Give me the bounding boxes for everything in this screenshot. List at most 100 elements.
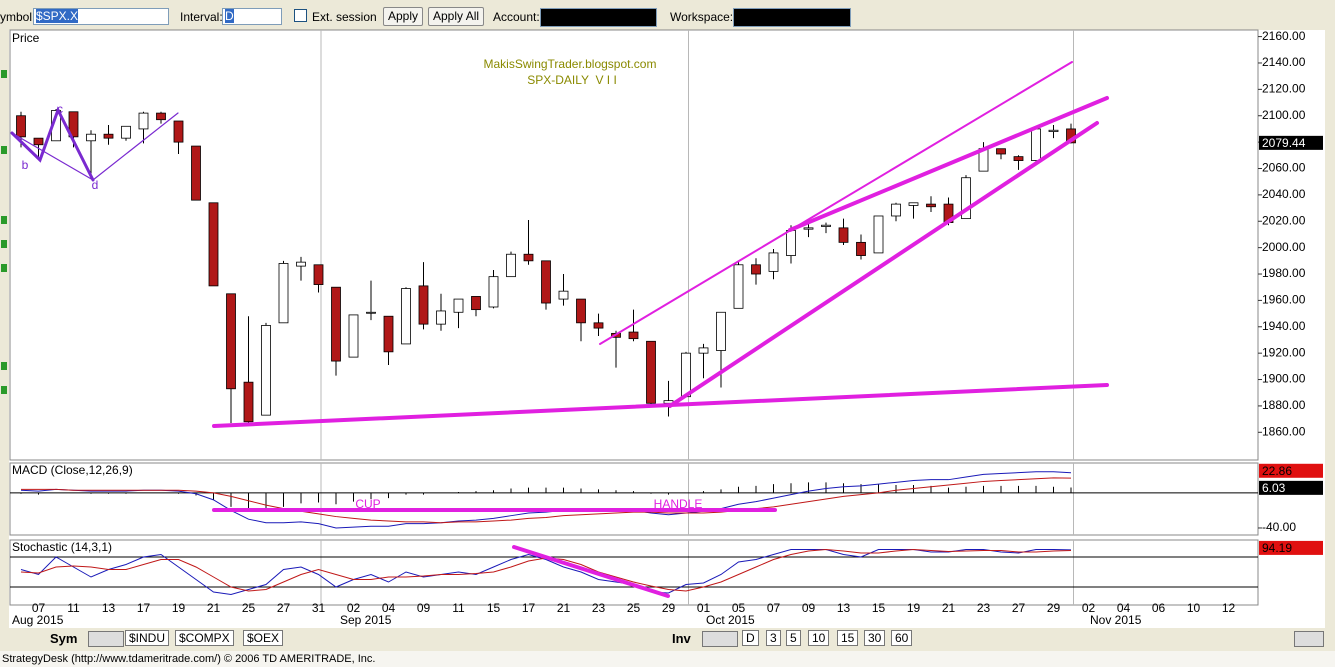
value-label: 2079.44 [1262, 136, 1306, 150]
trendline [788, 96, 1109, 232]
chart-title: MakisSwingTrader.blogspot.com [484, 57, 657, 71]
workspace-field[interactable] [733, 8, 851, 27]
candle-body [33, 137, 44, 146]
y-tick-label: 1960.00 [1262, 293, 1306, 307]
x-tick-label: 02 [347, 601, 361, 615]
macd-panel [9, 462, 1259, 536]
x-tick-label: 25 [627, 601, 641, 615]
y-tick-label: 1920.00 [1262, 345, 1306, 359]
tab-scroll[interactable] [702, 631, 738, 647]
y-tick-label: 1900.00 [1262, 372, 1306, 386]
candle-body [208, 202, 219, 287]
candle-body [733, 264, 744, 309]
tool-icon [1, 362, 7, 370]
candle-body [576, 298, 586, 324]
interval-tab[interactable]: 30 [864, 630, 886, 646]
indicator-line [20, 549, 1072, 596]
value-label: 94.19 [1262, 541, 1292, 555]
interval-field[interactable]: D [222, 8, 282, 25]
ext-session-checkbox[interactable] [294, 9, 307, 22]
tool-icon [1, 146, 7, 154]
x-tick-label: 15 [872, 601, 886, 615]
y-tick-label: 1980.00 [1262, 266, 1306, 280]
candle-body [243, 381, 254, 423]
pattern-line [11, 132, 94, 181]
inv-tab[interactable]: Inv [672, 631, 691, 646]
x-tick-label: 11 [452, 601, 465, 615]
apply-button[interactable]: Apply [383, 7, 424, 26]
candle-body [716, 311, 726, 351]
candle-body [768, 252, 779, 272]
x-tick-label: 05 [732, 601, 746, 615]
value-badge [1259, 540, 1323, 555]
x-tick-label: 27 [1012, 601, 1026, 615]
interval-label: Interval: [180, 10, 223, 24]
indicator-line [20, 471, 1072, 529]
x-tick-label: 09 [802, 601, 816, 615]
x-tick-label: 29 [1047, 601, 1061, 615]
ext-session-label: Ext. session [312, 10, 377, 24]
tab-bar [0, 628, 1335, 650]
trendline [212, 383, 1109, 428]
status-text: StrategyDesk (http://www.tdameritrade.co… [2, 653, 376, 665]
candle-body [436, 310, 446, 325]
symbol-field[interactable]: $SPX.X [33, 8, 169, 25]
x-tick-label: 31 [312, 601, 326, 615]
account-label: Account: [493, 10, 540, 24]
candle-body [996, 148, 1006, 155]
candle-body [821, 224, 831, 227]
y-tick-label: 2060.00 [1262, 161, 1306, 175]
x-tick-label: 21 [942, 601, 956, 615]
x-tick-label: 10 [1187, 601, 1201, 615]
right-scrollbar [1325, 30, 1335, 628]
x-tick-label: 19 [907, 601, 921, 615]
x-tick-label: 04 [1117, 601, 1131, 615]
interval-tab[interactable]: 10 [808, 630, 830, 646]
x-tick-label: 29 [662, 601, 676, 615]
stochastic-panel [9, 539, 1259, 606]
symbol-tab[interactable]: $COMPX [175, 630, 234, 646]
x-tick-label: 17 [137, 601, 151, 615]
interval-tab[interactable]: 60 [891, 630, 913, 646]
candle-body [121, 125, 131, 139]
sym-tab[interactable]: Sym [50, 631, 78, 646]
interval-tab[interactable]: 15 [837, 630, 859, 646]
candle-body [453, 298, 464, 313]
x-tick-label: 27 [277, 601, 291, 615]
x-tick-label: 21 [557, 601, 571, 615]
tab-scroll[interactable] [88, 631, 124, 647]
symbol-tab[interactable]: $INDU [125, 630, 170, 646]
candle-body [1031, 128, 1041, 161]
candle-body [401, 288, 411, 345]
interval-tab[interactable]: 3 [766, 630, 781, 646]
tab-scroll[interactable] [1294, 631, 1324, 647]
x-tick-label: 17 [522, 601, 536, 615]
trendline [668, 121, 1099, 408]
month-label: Aug 2015 [12, 613, 64, 627]
x-tick-label: 06 [1152, 601, 1166, 615]
x-tick-label: 11 [67, 601, 80, 615]
symbol-tab[interactable]: $OEX [243, 630, 284, 646]
x-tick-label: 19 [172, 601, 186, 615]
candle-body [471, 296, 481, 311]
x-tick-label: 25 [242, 601, 256, 615]
y-tick-label: 2000.00 [1262, 240, 1306, 254]
candle-body [331, 286, 341, 362]
y-tick-label: 2100.00 [1262, 108, 1306, 122]
value-badge [1259, 463, 1323, 478]
chart-subtitle: SPX-DAILY V I I [527, 73, 617, 87]
x-tick-label: 15 [487, 601, 501, 615]
candle-body [926, 203, 936, 208]
tool-icon [1, 264, 7, 272]
interval-tab[interactable]: 5 [786, 630, 801, 646]
candle-body [506, 253, 516, 278]
x-tick-label: 01 [697, 601, 711, 615]
interval-tab[interactable]: D [742, 630, 759, 646]
account-field[interactable] [540, 8, 657, 27]
tool-icon [1, 386, 7, 394]
interval-value: D [225, 9, 234, 23]
y-tick-label: 2040.00 [1262, 187, 1306, 201]
candle-body [523, 253, 534, 262]
apply-all-button[interactable]: Apply All [428, 7, 485, 26]
candle-body [488, 276, 499, 308]
